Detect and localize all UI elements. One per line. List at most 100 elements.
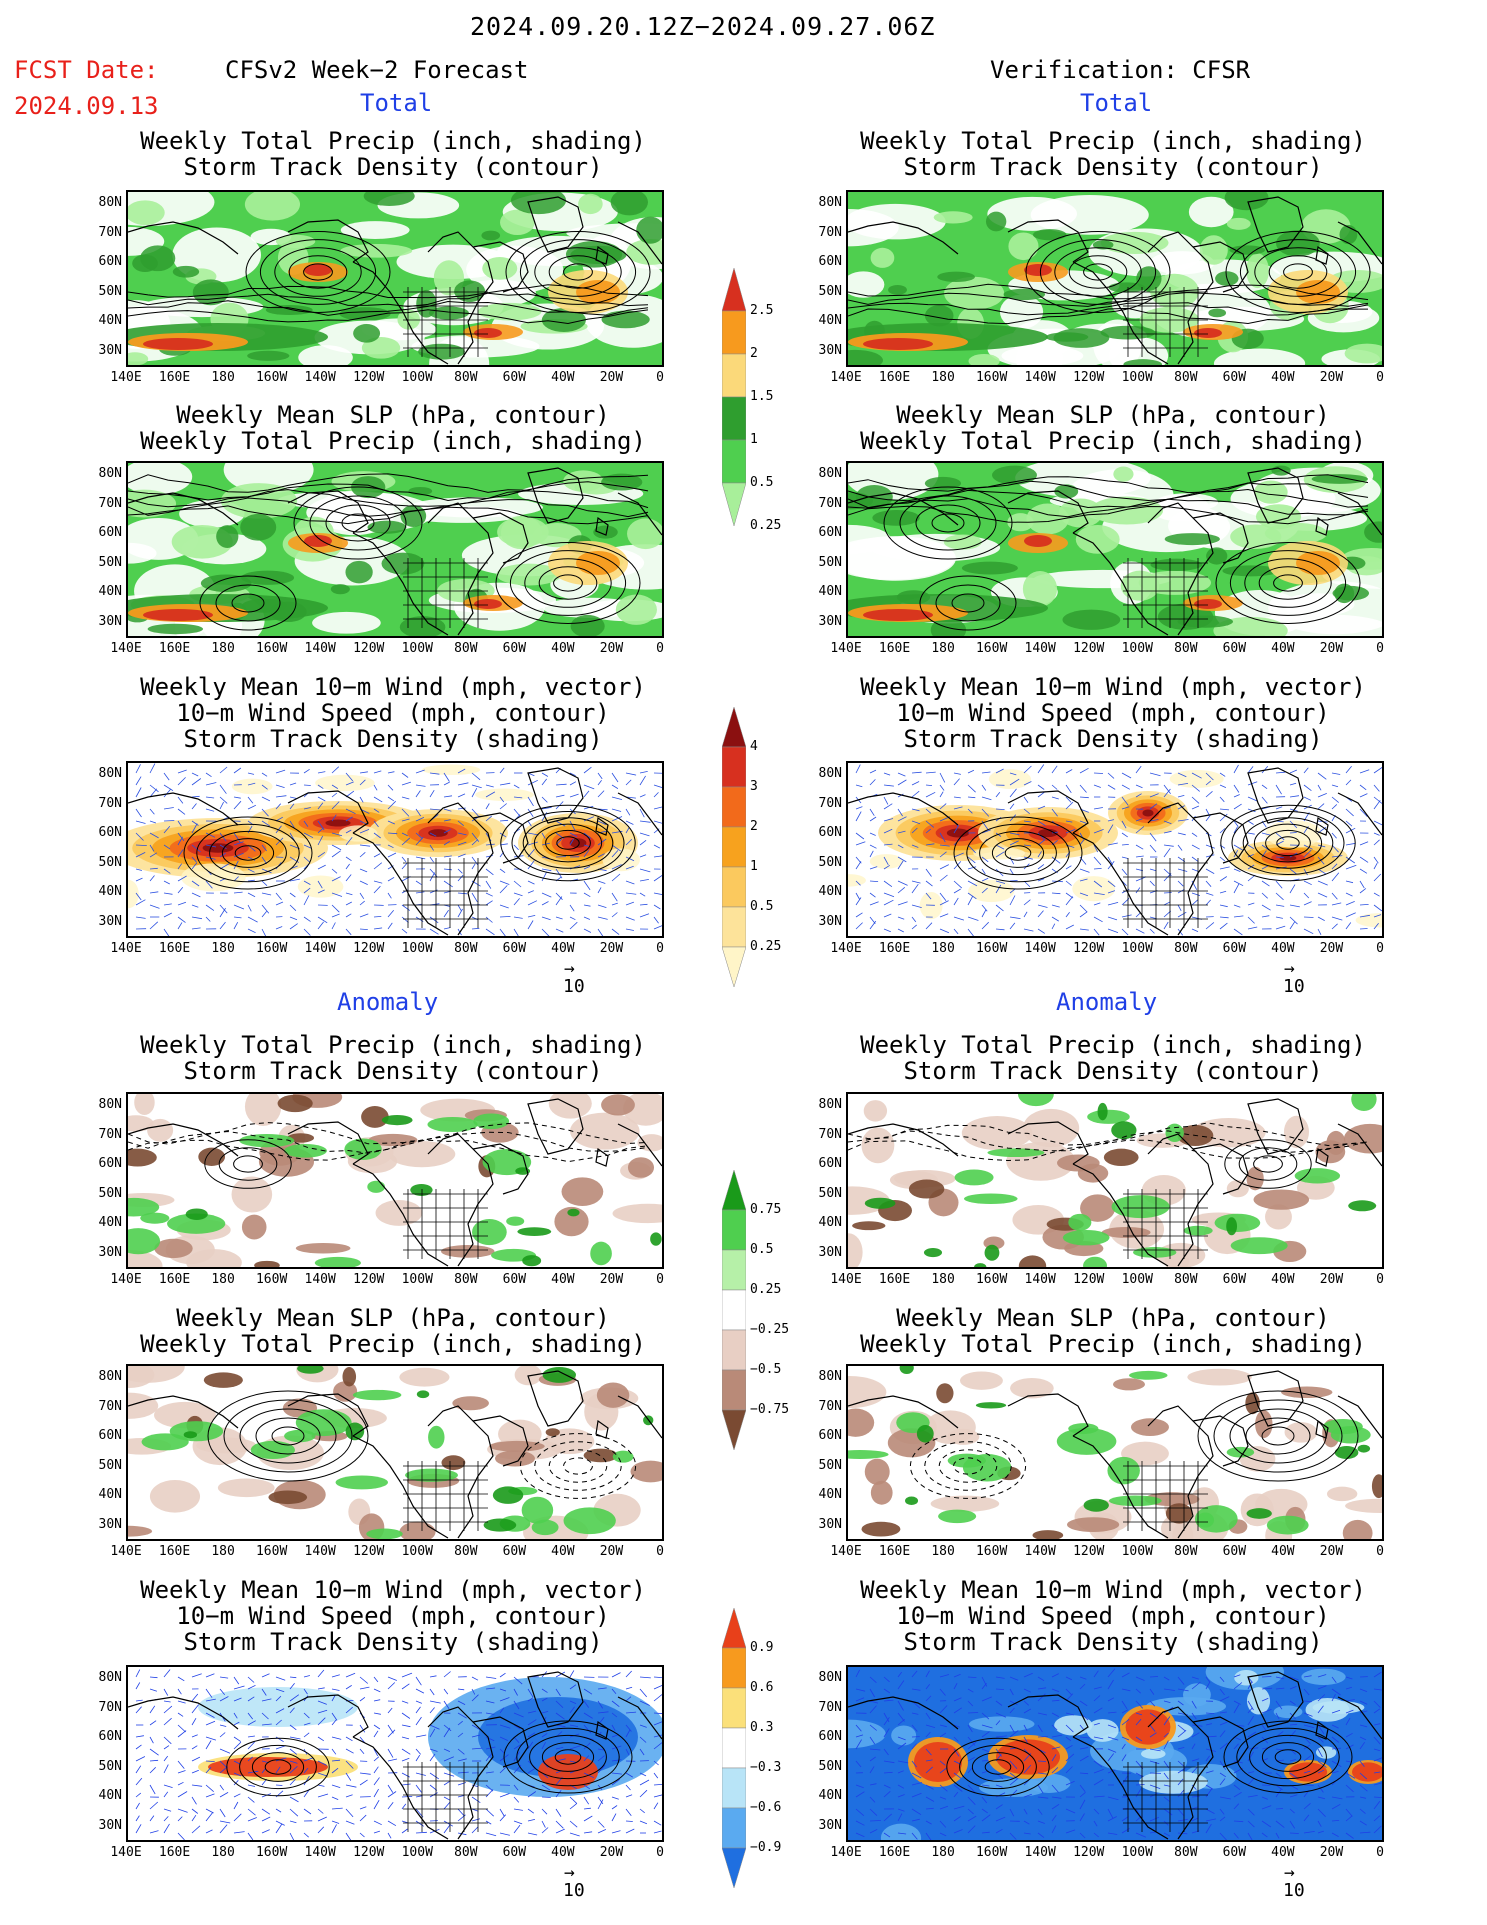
panel-5-right-lon-tick: 140W	[1024, 1544, 1056, 1559]
coastline	[128, 767, 662, 936]
panel-3-right-lat-tick: 80N	[818, 766, 842, 781]
panel-3-right-lon-tick: 180	[931, 941, 955, 956]
panel-2-left-lat-tick: 40N	[98, 584, 122, 599]
storm-density-contour	[245, 231, 391, 313]
slp-anomaly-contour	[207, 1390, 369, 1482]
panel-2-right-lon-tick: 80W	[1174, 641, 1198, 656]
wind-speed-contour	[1004, 845, 1032, 861]
panel-5-right-map	[846, 1364, 1384, 1541]
panel-2-right-lon-tick: 140E	[830, 641, 862, 656]
colorbar-total_precip-segment	[722, 353, 746, 398]
panel-1-right-lon-tick: 40W	[1271, 370, 1295, 385]
colorbar-anom_precip-segment	[722, 1329, 746, 1371]
panel-6-left-title-line-3: Storm Track Density (shading)	[183, 1628, 603, 1656]
panel-1-right-lon-tick: 140E	[830, 370, 862, 385]
panel-4-right-lon-tick: 100W	[1121, 1272, 1153, 1287]
colorbar-anom_storm-segment	[722, 1767, 746, 1809]
panel-1-left-lat-tick: 70N	[98, 224, 122, 240]
panel-4-left-lon-tick: 160E	[158, 1272, 191, 1287]
contour-line	[128, 292, 649, 308]
colorbar-anom_precip-label: −0.25	[750, 1322, 790, 1337]
panel-6-right-vector-ref-value: 10	[1283, 1880, 1305, 1901]
storm-density-contour	[204, 1139, 292, 1189]
storm-density-contour	[274, 247, 362, 297]
panel-2-left-lon-tick: 180	[211, 641, 235, 656]
panel-1-left-lon-tick: 20W	[599, 370, 624, 385]
panel-6-left-lat-tick: 60N	[98, 1729, 122, 1744]
panel-1-left-lon-tick: 80W	[454, 370, 478, 385]
coastline	[128, 1098, 662, 1267]
panel-1-right-title-line-1: Weekly Total Precip (inch, shading)	[860, 127, 1366, 155]
contour-line	[128, 1122, 649, 1145]
slp-anomaly-contour	[239, 1408, 337, 1464]
panel-6-left-vector-ref-value: 10	[563, 1880, 585, 1901]
colorbar-anom_precip-segment	[722, 1289, 746, 1331]
panel-1-left-lon-tick: 160E	[158, 370, 191, 385]
colorbar-anom_storm-segment	[722, 1647, 746, 1689]
panel-3-left-lon-tick: 80W	[454, 941, 478, 956]
panel-5-right-lat-tick: 40N	[818, 1487, 842, 1502]
panel-4-left-lon-tick: 0	[656, 1272, 664, 1287]
wind-speed-contour	[264, 1759, 292, 1775]
panel-5-left-lat-tick: 80N	[98, 1369, 122, 1384]
panel-1-left-lon-tick: 120W	[353, 370, 385, 385]
panel-5-left-lon-tick: 100W	[401, 1544, 433, 1559]
panel-3-right-map	[846, 761, 1384, 938]
panel-3-right-lon-tick: 160W	[975, 941, 1008, 956]
panel-4-right-title-line-1: Weekly Total Precip (inch, shading)	[860, 1031, 1366, 1059]
wind-speed-contour	[1274, 1749, 1302, 1765]
wind-speed-contour	[979, 830, 1057, 876]
panel-1-left-lat-tick: 30N	[98, 342, 122, 358]
panel-3-right-lon-tick: 100W	[1121, 941, 1153, 956]
storm-density-contour	[288, 255, 348, 289]
panel-3-left-lon-tick: 20W	[599, 941, 624, 956]
panel-3-left-lon-tick: 180	[211, 941, 235, 956]
coastline	[128, 196, 662, 365]
panel-1-left-map	[126, 190, 664, 367]
slp-anomaly-contour	[563, 1457, 593, 1475]
slp-contour	[899, 495, 997, 551]
panel-4-left-lon-tick: 100W	[401, 1272, 433, 1287]
panel-5-right-lon-tick: 140E	[830, 1544, 862, 1559]
panel-2-right-map-svg	[848, 463, 1382, 636]
panel-4-right-lon-tick: 40W	[1271, 1272, 1295, 1287]
panel-5-left-lon-tick: 40W	[551, 1544, 575, 1559]
colorbar-anom_precip-label: −0.75	[750, 1402, 790, 1417]
panel-6-right-lon-tick: 60W	[1222, 1845, 1247, 1860]
panel-3-right-lon-tick: 140W	[1024, 941, 1056, 956]
panel-5-right-map-svg	[848, 1366, 1382, 1539]
wind-speed-contour	[953, 816, 1083, 890]
panel-2-right-lon-tick: 0	[1376, 641, 1384, 656]
contour-line	[848, 302, 1369, 316]
panel-1-left-lat-tick: 40N	[98, 313, 122, 328]
slp-contour	[509, 550, 627, 616]
storm-density-contour	[1068, 255, 1128, 289]
wind-speed-contour	[221, 838, 275, 868]
panel-4-left-title-line-2: Storm Track Density (contour)	[183, 1057, 603, 1085]
panel-3-left-lat-tick: 40N	[98, 884, 122, 899]
panel-6-left-title-line-2: 10−m Wind Speed (mph, contour)	[176, 1602, 610, 1630]
panel-6-right-map	[846, 1665, 1384, 1842]
panel-1-left-lon-tick: 140E	[110, 370, 142, 385]
colorbar-total_storm-label: 4	[750, 739, 758, 754]
colorbar-anom_storm-label: −0.3	[750, 1760, 782, 1775]
contour-line	[848, 1122, 1369, 1147]
slp-contour	[915, 504, 981, 542]
wind-speed-contour	[554, 1749, 582, 1765]
panel-2-left-lon-tick: 120W	[353, 641, 385, 656]
panel-2-right-lat-tick: 70N	[818, 495, 842, 511]
slp-contour	[1273, 574, 1303, 592]
slp-contour	[309, 495, 407, 551]
panel-6-left-lat-tick: 30N	[98, 1817, 122, 1833]
panel-2-right-lon-tick: 100W	[1121, 641, 1153, 656]
wind-speed-contour	[1231, 811, 1345, 875]
panel-3-left-map	[126, 761, 664, 938]
panel-4-right-lon-tick: 140W	[1024, 1272, 1056, 1287]
panel-5-right-lat-tick: 60N	[818, 1428, 842, 1443]
panel-1-left-lon-tick: 100W	[401, 370, 433, 385]
panel-2-left-title-line-2: Weekly Total Precip (inch, shading)	[140, 427, 646, 455]
slp-anomaly-contour	[1197, 1390, 1359, 1482]
coastline	[848, 767, 1382, 936]
panel-3-right-lon-tick: 140E	[830, 941, 862, 956]
panel-5-right-lon-tick: 160W	[975, 1544, 1008, 1559]
